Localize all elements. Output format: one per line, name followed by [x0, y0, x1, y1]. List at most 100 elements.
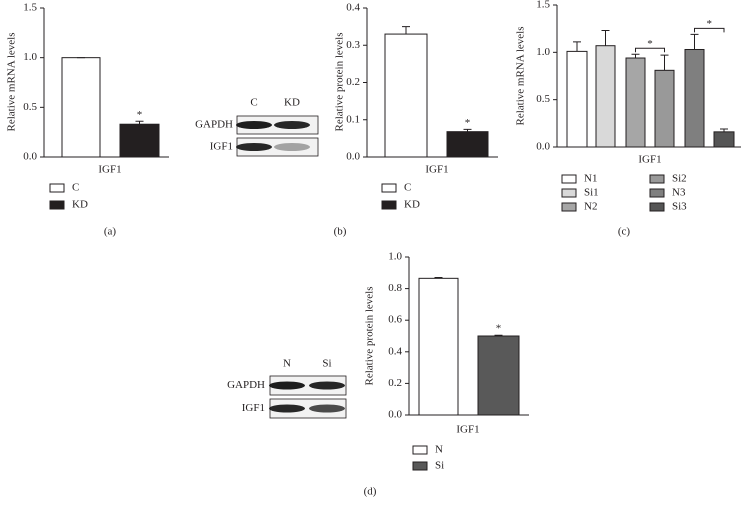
legend-swatch	[561, 174, 577, 184]
bar	[625, 57, 646, 148]
bar	[61, 57, 101, 158]
bar	[684, 48, 705, 148]
panel-label: (a)	[104, 226, 117, 238]
error-bar	[463, 128, 472, 132]
panel-label: (d)	[364, 486, 377, 498]
x-tick-label: IGF1	[456, 424, 479, 436]
error-bar	[601, 30, 610, 46]
y-tick-label: 0.5	[23, 101, 37, 113]
bar	[477, 335, 520, 416]
lane-label: N	[283, 358, 291, 370]
legend-label: Si2	[672, 173, 687, 185]
y-tick-label: 0.0	[388, 409, 402, 421]
legend-swatch	[649, 188, 665, 198]
significance-star: *	[137, 109, 143, 121]
legend-swatch	[561, 202, 577, 212]
y-tick-label: 1.0	[388, 251, 402, 263]
y-tick-label: 0.2	[346, 76, 360, 88]
y-axis-label: Relative mRNA levels	[515, 27, 527, 126]
blot-band	[274, 143, 310, 151]
legend-swatch	[649, 202, 665, 212]
y-tick-label: 0.0	[23, 151, 37, 163]
y-axis-label: Relative protein levels	[334, 33, 346, 132]
y-tick-label: 1.0	[23, 51, 37, 63]
error-bar	[690, 33, 699, 50]
y-tick-label: 1.0	[536, 46, 550, 58]
legend-label: KD	[72, 199, 88, 211]
y-axis-label: Relative mRNA levels	[6, 33, 18, 132]
y-tick-label: 0.8	[388, 282, 402, 294]
y-tick-label: 0.2	[388, 377, 402, 389]
row-label: IGF1	[242, 402, 265, 414]
blot-band	[269, 381, 305, 390]
legend-swatch	[561, 188, 577, 198]
bar	[119, 123, 160, 158]
error-bar	[494, 334, 503, 336]
y-tick-label: 0.4	[388, 345, 402, 357]
blot-band	[269, 404, 305, 413]
significance-star: *	[647, 38, 653, 50]
x-tick-label: IGF1	[98, 164, 121, 176]
legend-label: Si3	[672, 201, 687, 213]
legend-label: N	[435, 444, 443, 456]
legend-swatch	[49, 183, 65, 193]
legend-swatch	[49, 200, 65, 210]
significance-bracket	[635, 47, 665, 53]
y-tick-label: 0.0	[346, 151, 360, 163]
bar	[446, 131, 489, 158]
legend-swatch	[381, 200, 397, 210]
legend-label: C	[72, 182, 79, 194]
legend-swatch	[649, 174, 665, 184]
blot-band	[309, 404, 345, 413]
y-tick-label: 0.6	[388, 314, 402, 326]
bar	[713, 131, 735, 148]
x-tick-label: IGF1	[425, 164, 448, 176]
bar	[595, 45, 616, 148]
lane-label: KD	[284, 97, 300, 109]
lane-label: C	[250, 97, 257, 109]
blot-band	[236, 143, 272, 151]
error-bar	[135, 120, 144, 125]
row-label: GAPDH	[195, 119, 233, 131]
y-tick-label: 0.5	[536, 93, 550, 105]
bar	[566, 50, 588, 148]
y-tick-label: 0.3	[346, 39, 360, 51]
panel-label: (b)	[334, 226, 347, 238]
error-bar	[631, 53, 640, 59]
row-label: IGF1	[210, 141, 233, 153]
legend-label: Si	[435, 460, 444, 472]
panel-label: (c)	[618, 226, 631, 238]
legend-swatch	[412, 461, 428, 471]
bar	[418, 277, 459, 416]
error-bar	[573, 41, 581, 52]
y-tick-label: 0.4	[346, 2, 360, 14]
legend-label: C	[404, 182, 411, 194]
significance-star: *	[707, 18, 713, 30]
error-bar	[720, 128, 728, 132]
blot-band	[309, 381, 345, 390]
lane-label: Si	[322, 358, 331, 370]
significance-star: *	[496, 323, 502, 335]
blot-band	[236, 121, 272, 129]
legend-label: N1	[584, 173, 597, 185]
y-tick-label: 1.5	[536, 0, 550, 11]
legend-swatch	[381, 183, 397, 193]
legend-swatch	[412, 445, 428, 455]
legend-label: N3	[672, 187, 686, 199]
error-bar	[434, 277, 443, 279]
blot-band	[274, 121, 310, 129]
legend-label: Si1	[584, 187, 599, 199]
row-label: GAPDH	[227, 379, 265, 391]
y-tick-label: 0.0	[536, 141, 550, 153]
y-tick-label: 1.5	[23, 2, 37, 14]
bar	[654, 69, 675, 148]
legend-label: KD	[404, 199, 420, 211]
error-bar	[402, 26, 410, 35]
y-axis-label: Relative protein levels	[364, 287, 376, 386]
significance-star: *	[465, 117, 471, 129]
bar	[384, 33, 428, 158]
error-bar	[660, 54, 669, 71]
legend-label: N2	[584, 201, 597, 213]
significance-bracket	[694, 27, 725, 33]
